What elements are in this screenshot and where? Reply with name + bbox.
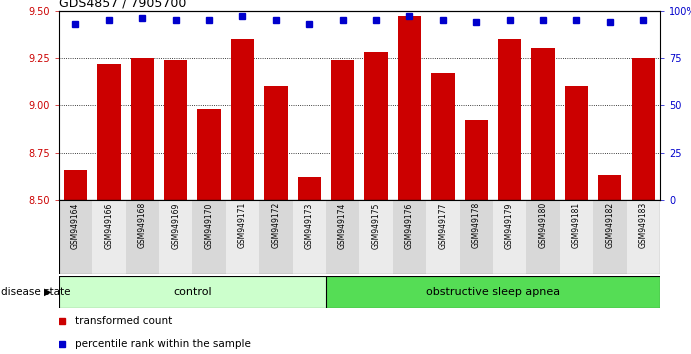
- Bar: [493, 200, 527, 274]
- Bar: [126, 200, 159, 274]
- Bar: [64, 170, 87, 200]
- Bar: [498, 39, 521, 200]
- Text: transformed count: transformed count: [75, 316, 172, 326]
- Bar: [97, 64, 120, 200]
- Bar: [264, 86, 287, 200]
- Text: obstructive sleep apnea: obstructive sleep apnea: [426, 287, 560, 297]
- Bar: [326, 276, 660, 308]
- Text: GSM949164: GSM949164: [71, 202, 80, 249]
- Bar: [593, 200, 627, 274]
- Bar: [632, 58, 655, 200]
- Text: control: control: [173, 287, 211, 297]
- Text: GSM949178: GSM949178: [472, 202, 481, 249]
- Text: GSM949177: GSM949177: [438, 202, 447, 249]
- Text: ▶: ▶: [44, 287, 52, 297]
- Text: GSM949180: GSM949180: [538, 202, 547, 249]
- Bar: [565, 86, 588, 200]
- Bar: [359, 200, 392, 274]
- Text: GDS4857 / 7905700: GDS4857 / 7905700: [59, 0, 186, 10]
- Text: GSM949172: GSM949172: [272, 202, 281, 249]
- Bar: [226, 200, 259, 274]
- Text: GSM949166: GSM949166: [104, 202, 113, 249]
- Text: disease state: disease state: [1, 287, 71, 297]
- Bar: [92, 200, 126, 274]
- Text: GSM949181: GSM949181: [572, 202, 581, 249]
- Bar: [460, 200, 493, 274]
- Text: GSM949171: GSM949171: [238, 202, 247, 249]
- Text: GSM949169: GSM949169: [171, 202, 180, 249]
- Bar: [331, 60, 354, 200]
- Bar: [59, 276, 326, 308]
- Text: GSM949175: GSM949175: [372, 202, 381, 249]
- Text: GSM949179: GSM949179: [505, 202, 514, 249]
- Bar: [259, 200, 292, 274]
- Bar: [531, 48, 555, 200]
- Text: GSM949174: GSM949174: [338, 202, 347, 249]
- Bar: [231, 39, 254, 200]
- Bar: [192, 200, 226, 274]
- Text: GSM949168: GSM949168: [138, 202, 146, 249]
- Bar: [431, 73, 455, 200]
- Bar: [426, 200, 460, 274]
- Text: GSM949173: GSM949173: [305, 202, 314, 249]
- Bar: [464, 120, 488, 200]
- Bar: [326, 200, 359, 274]
- Text: GSM949170: GSM949170: [205, 202, 214, 249]
- Bar: [398, 16, 421, 200]
- Text: GSM949183: GSM949183: [638, 202, 647, 249]
- Text: percentile rank within the sample: percentile rank within the sample: [75, 339, 251, 349]
- Bar: [392, 200, 426, 274]
- Bar: [298, 177, 321, 200]
- Bar: [159, 200, 192, 274]
- Bar: [364, 52, 388, 200]
- Text: GSM949182: GSM949182: [605, 202, 614, 249]
- Bar: [627, 200, 660, 274]
- Text: GSM949176: GSM949176: [405, 202, 414, 249]
- Bar: [292, 200, 326, 274]
- Bar: [560, 200, 593, 274]
- Bar: [198, 109, 220, 200]
- Bar: [527, 200, 560, 274]
- Bar: [59, 200, 92, 274]
- Bar: [131, 58, 154, 200]
- Bar: [598, 175, 621, 200]
- Bar: [164, 60, 187, 200]
